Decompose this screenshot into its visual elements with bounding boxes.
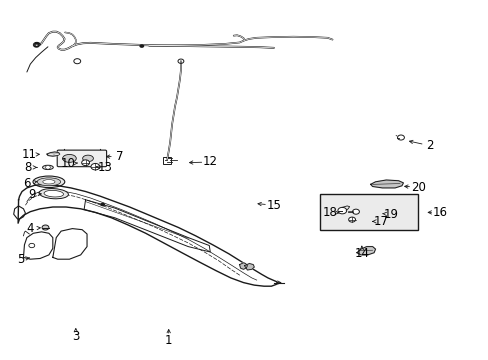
Ellipse shape <box>37 178 61 186</box>
Text: 15: 15 <box>266 199 281 212</box>
Text: 14: 14 <box>354 247 368 260</box>
Circle shape <box>397 135 404 140</box>
Polygon shape <box>18 184 277 286</box>
Ellipse shape <box>44 190 63 197</box>
Ellipse shape <box>42 165 53 170</box>
Text: 7: 7 <box>116 150 123 163</box>
Text: 5: 5 <box>17 253 24 266</box>
Polygon shape <box>370 180 403 188</box>
Circle shape <box>352 209 359 214</box>
Circle shape <box>348 217 355 222</box>
Text: 9: 9 <box>28 188 36 201</box>
Text: 1: 1 <box>164 334 172 347</box>
Circle shape <box>91 163 100 170</box>
Polygon shape <box>23 232 53 259</box>
Ellipse shape <box>62 154 76 162</box>
Circle shape <box>42 225 49 230</box>
Circle shape <box>100 203 105 206</box>
Ellipse shape <box>39 189 68 199</box>
Text: 17: 17 <box>373 215 388 228</box>
Polygon shape <box>239 263 247 269</box>
Ellipse shape <box>43 180 55 184</box>
FancyBboxPatch shape <box>320 194 417 230</box>
Text: 8: 8 <box>24 161 32 174</box>
Ellipse shape <box>33 176 64 188</box>
Text: 6: 6 <box>23 177 31 190</box>
FancyBboxPatch shape <box>57 150 106 167</box>
Polygon shape <box>244 264 254 270</box>
Text: 2: 2 <box>426 139 433 152</box>
Text: 4: 4 <box>26 222 34 235</box>
Text: 11: 11 <box>22 148 37 161</box>
Text: 18: 18 <box>322 206 337 219</box>
Text: 20: 20 <box>410 181 425 194</box>
Text: 13: 13 <box>98 161 112 174</box>
Text: 19: 19 <box>383 208 398 221</box>
Text: 10: 10 <box>61 157 76 170</box>
Bar <box>163 157 171 164</box>
Polygon shape <box>45 189 57 195</box>
Text: 12: 12 <box>203 156 217 168</box>
Circle shape <box>45 166 50 169</box>
Polygon shape <box>47 152 60 156</box>
Polygon shape <box>356 247 375 255</box>
Circle shape <box>337 207 346 214</box>
Circle shape <box>139 44 144 48</box>
Circle shape <box>29 243 35 248</box>
Text: 3: 3 <box>72 330 80 343</box>
Text: 16: 16 <box>432 206 447 219</box>
Circle shape <box>81 160 89 166</box>
Polygon shape <box>53 229 87 259</box>
Ellipse shape <box>82 155 93 162</box>
